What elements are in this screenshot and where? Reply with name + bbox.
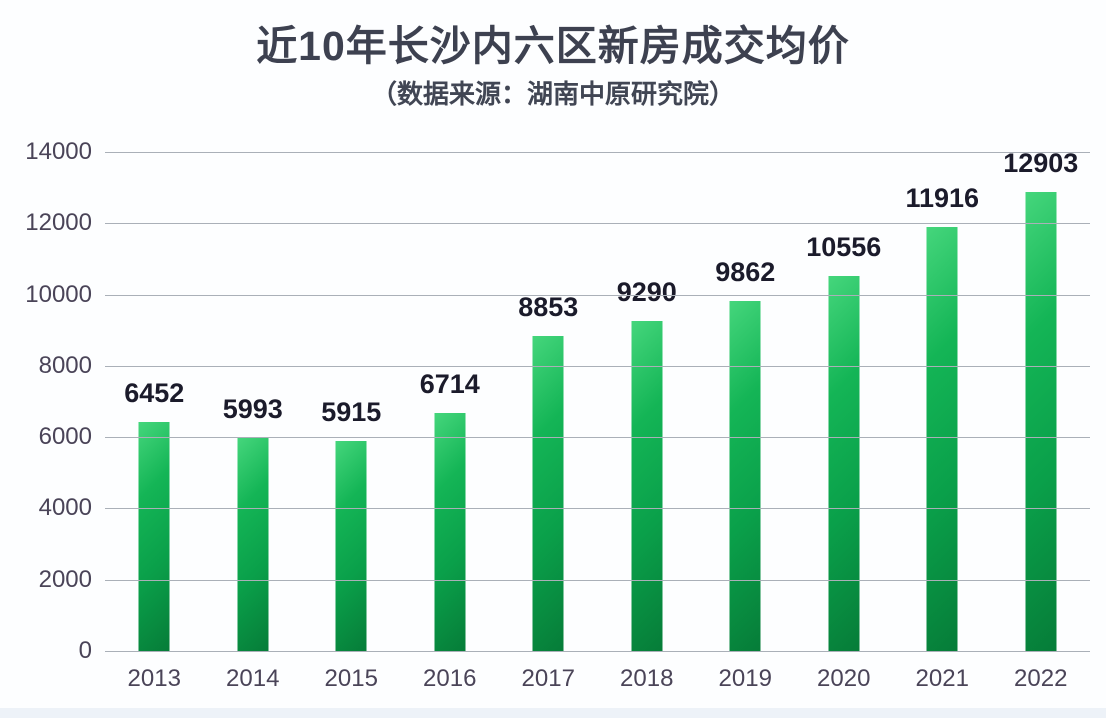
x-tick-label-2016: 2016 — [423, 665, 477, 692]
x-axis-baseline — [105, 651, 1090, 652]
y-tick-label-0: 0 — [78, 637, 92, 664]
bar-value-label-2015: 5915 — [321, 397, 382, 428]
y-tick-label-12000: 12000 — [25, 209, 92, 237]
bar-2021 — [926, 227, 958, 652]
bar-2020 — [828, 275, 860, 652]
bar-2015 — [335, 441, 367, 652]
x-tick-label-2015: 2015 — [324, 665, 378, 692]
bar-slot-2015: 5915 — [302, 153, 401, 652]
bar-2016 — [434, 412, 466, 652]
bar-value-label-2016: 6714 — [419, 368, 480, 399]
bar-2014 — [237, 438, 269, 652]
chart-subtitle: （数据来源：湖南中原研究院） — [370, 79, 735, 109]
y-tick-label-8000: 8000 — [38, 351, 92, 379]
bar-2022 — [1025, 192, 1057, 652]
bar-2017 — [532, 336, 564, 652]
gridline-8000 — [105, 365, 1090, 367]
bar-value-label-2018: 9290 — [616, 276, 677, 307]
y-tick-label-14000: 14000 — [25, 138, 92, 165]
bottom-edge-strip — [0, 708, 1106, 718]
bar-value-label-2013: 6452 — [124, 378, 185, 409]
x-tick-label-2014: 2014 — [226, 665, 280, 692]
bar-slot-2014: 5993 — [204, 153, 303, 652]
bar-slot-2018: 9290 — [598, 153, 697, 652]
bar-2019 — [729, 300, 761, 652]
x-tick-label-2013: 2013 — [127, 665, 181, 692]
y-tick-label-2000: 2000 — [38, 565, 92, 593]
gridline-10000 — [105, 294, 1090, 296]
plot-area: 6452 5993 5915 6714 8853 9290 9862 10556 11916 12… — [105, 148, 1091, 652]
bar-2018 — [631, 320, 663, 652]
x-tick-label-2019: 2019 — [718, 665, 772, 692]
bar-value-label-2019: 9862 — [715, 256, 776, 287]
x-tick-label-2021: 2021 — [915, 665, 969, 692]
x-tick-label-2020: 2020 — [817, 665, 871, 692]
gridline-12000 — [105, 223, 1090, 225]
bar-slot-2020: 10556 — [795, 153, 894, 652]
y-tick-label-4000: 4000 — [38, 494, 92, 522]
gridline-6000 — [105, 437, 1090, 439]
bar-slot-2019: 9862 — [696, 153, 795, 652]
x-tick-label-2022: 2022 — [1014, 665, 1068, 692]
bar-value-label-2014: 5993 — [222, 394, 283, 425]
x-tick-label-2017: 2017 — [521, 665, 575, 692]
bar-slot-2017: 8853 — [499, 153, 598, 652]
gridline-4000 — [105, 508, 1090, 510]
y-tick-label-10000: 10000 — [25, 280, 92, 308]
bar-series: 6452 5993 5915 6714 8853 9290 9862 10556 11916 12… — [105, 148, 1091, 652]
bar-slot-2022: 12903 — [992, 148, 1091, 652]
x-tick-label-2018: 2018 — [620, 665, 674, 692]
chart-title: 近10年长沙内六区新房成交均价 — [256, 23, 850, 69]
bar-slot-2013: 6452 — [105, 153, 204, 652]
bar-value-label-2020: 10556 — [806, 231, 882, 262]
bar-2013 — [138, 422, 170, 652]
y-tick-label-6000: 6000 — [38, 423, 92, 451]
bar-value-label-2022: 12903 — [1003, 148, 1079, 179]
bar-slot-2016: 6714 — [401, 153, 500, 652]
x-axis: 2013 2014 2015 2016 2017 2018 2019 2020 2021 2022 — [105, 665, 1090, 699]
gridline-14000 — [105, 152, 1090, 153]
bar-value-label-2021: 11916 — [905, 183, 980, 214]
bar-slot-2021: 11916 — [893, 153, 992, 652]
gridline-2000 — [105, 579, 1090, 581]
bar-value-label-2017: 8853 — [518, 292, 579, 323]
